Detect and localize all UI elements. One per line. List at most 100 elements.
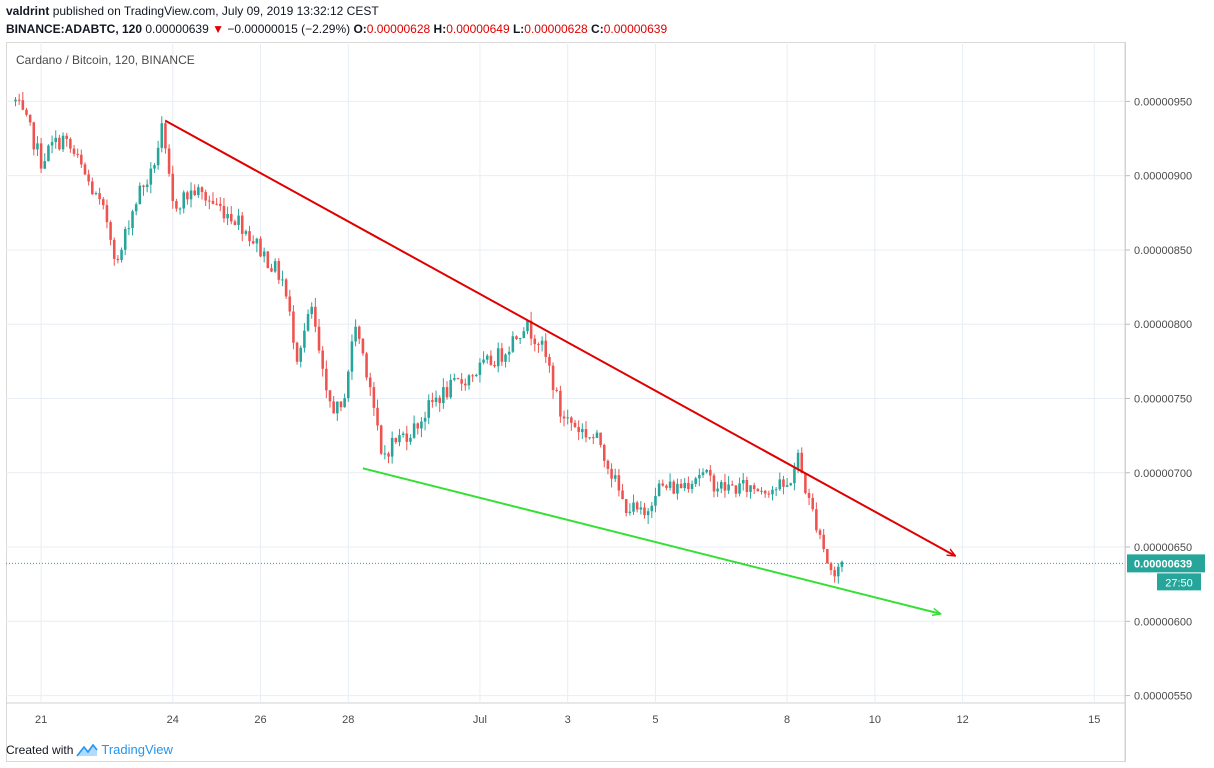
chart-pane[interactable]: 0.00000950 0.00000900 0.00000850 0.00000800… bbox=[6, 42, 1209, 762]
high-value: 0.00000649 bbox=[446, 22, 510, 36]
candle-down bbox=[105, 205, 109, 223]
candle-down bbox=[317, 326, 321, 351]
candle-down bbox=[599, 432, 602, 445]
candle-up bbox=[760, 490, 763, 492]
candle-down bbox=[431, 400, 434, 402]
candle-up bbox=[262, 251, 266, 257]
candle-up bbox=[390, 437, 394, 457]
candle-down bbox=[822, 534, 825, 550]
candle-up bbox=[595, 432, 599, 438]
candle-up bbox=[518, 338, 522, 340]
candle-down bbox=[471, 375, 474, 377]
candle-down bbox=[826, 549, 829, 564]
candle-down bbox=[515, 336, 518, 340]
candle-down bbox=[325, 368, 328, 391]
candle-down bbox=[171, 173, 175, 202]
candle-down bbox=[811, 497, 814, 510]
candle-up bbox=[449, 379, 452, 398]
candle-up bbox=[383, 453, 387, 455]
candle-up bbox=[478, 362, 482, 375]
candle-down bbox=[295, 342, 299, 362]
candle-down bbox=[65, 135, 68, 139]
brand-link[interactable]: TradingView bbox=[76, 742, 173, 757]
candle-up bbox=[690, 483, 694, 489]
published-text: published on TradingView.com, July 09, 2… bbox=[52, 4, 379, 18]
candle-up bbox=[178, 208, 182, 210]
candle-up bbox=[442, 387, 445, 404]
candle-down bbox=[544, 340, 548, 357]
candle-up bbox=[401, 433, 405, 436]
chart-background bbox=[6, 42, 1209, 762]
candle-up bbox=[160, 123, 164, 148]
candle-down bbox=[372, 387, 376, 408]
y-tick-label: 0.00000550 bbox=[1134, 691, 1192, 703]
ohlc-line: BINANCE:ADABTC, 120 0.00000639 ▼ −0.0000… bbox=[6, 22, 667, 36]
candle-down bbox=[284, 279, 288, 297]
candle-down bbox=[211, 200, 215, 204]
candle-down bbox=[679, 483, 683, 489]
candle-up bbox=[522, 331, 526, 339]
candle-down bbox=[39, 143, 43, 169]
close-label: C: bbox=[591, 22, 604, 36]
candle-up bbox=[281, 279, 284, 281]
candle-up bbox=[701, 472, 705, 476]
candle-down bbox=[493, 364, 496, 367]
candle-up bbox=[507, 351, 511, 355]
down-arrow-icon: ▼ bbox=[212, 22, 224, 36]
candle-up bbox=[145, 184, 149, 187]
x-tick-label: 24 bbox=[167, 714, 179, 726]
candle-up bbox=[138, 185, 142, 205]
candle-down bbox=[756, 489, 760, 492]
candle-down bbox=[687, 482, 690, 489]
candle-down bbox=[208, 200, 211, 202]
candle-down bbox=[204, 192, 207, 201]
candle-up bbox=[698, 475, 701, 479]
publish-line: valdrint published on TradingView.com, J… bbox=[6, 4, 379, 18]
price-chart[interactable]: 0.00000950 0.00000900 0.00000850 0.00000800… bbox=[6, 42, 1209, 762]
candle-down bbox=[109, 222, 112, 240]
candle-down bbox=[584, 429, 588, 438]
candle-up bbox=[727, 484, 730, 491]
candle-down bbox=[394, 437, 398, 443]
candle-up bbox=[504, 354, 507, 362]
candle-down bbox=[551, 365, 555, 390]
author-name[interactable]: valdrint bbox=[6, 4, 50, 18]
candle-up bbox=[398, 435, 401, 443]
candle-down bbox=[548, 356, 551, 366]
candle-up bbox=[632, 502, 635, 512]
support-trendline bbox=[362, 467, 941, 614]
candle-up bbox=[467, 375, 471, 386]
candle-down bbox=[357, 326, 361, 339]
candle-down bbox=[368, 377, 372, 388]
candle-down bbox=[69, 138, 72, 149]
x-tick-label: 15 bbox=[1088, 714, 1100, 726]
candle-up bbox=[639, 507, 643, 510]
x-tick-label: 21 bbox=[35, 714, 47, 726]
candle-down bbox=[500, 348, 504, 362]
candle-down bbox=[186, 192, 189, 200]
y-tick-label: 0.00000850 bbox=[1134, 245, 1192, 257]
candle-down bbox=[672, 481, 676, 494]
candle-up bbox=[354, 326, 357, 342]
candle-down bbox=[116, 258, 120, 261]
candle-down bbox=[233, 221, 237, 225]
high-label: H: bbox=[433, 22, 447, 36]
x-tick-label: Jul bbox=[473, 714, 487, 726]
candle-up bbox=[749, 485, 752, 492]
candle-down bbox=[745, 479, 749, 492]
y-tick-label: 0.00000900 bbox=[1134, 171, 1192, 183]
candle-up bbox=[778, 479, 782, 490]
candle-down bbox=[200, 187, 204, 193]
candle-up bbox=[840, 561, 844, 567]
candle-down bbox=[80, 154, 83, 165]
candle-up bbox=[412, 423, 416, 438]
candle-down bbox=[562, 416, 566, 419]
candle-down bbox=[270, 268, 273, 272]
candle-up bbox=[153, 165, 156, 169]
created-with-text: Created with bbox=[6, 742, 74, 757]
candle-up bbox=[526, 320, 529, 332]
candle-down bbox=[635, 502, 639, 510]
candle-up bbox=[237, 215, 240, 225]
x-tick-label: 8 bbox=[784, 714, 790, 726]
brand-name: TradingView bbox=[101, 742, 173, 757]
